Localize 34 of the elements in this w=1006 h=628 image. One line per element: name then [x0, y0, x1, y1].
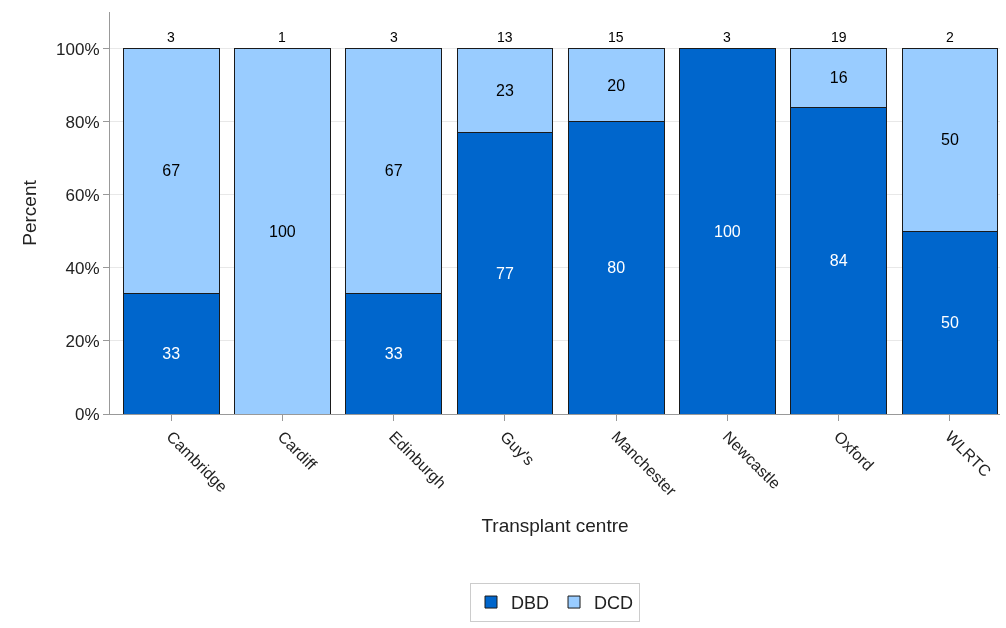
data-label: 33 — [384, 345, 403, 363]
x-axis-title: Transplant centre — [481, 515, 629, 537]
bar — [234, 48, 331, 414]
y-tick-label: 0% — [75, 404, 100, 424]
annotation: 13 — [497, 29, 513, 45]
data-label: 20 — [607, 76, 626, 94]
annotation: 2 — [946, 29, 954, 45]
annotation: 15 — [608, 29, 624, 45]
data-label: 77 — [495, 264, 514, 282]
data-label: 100 — [714, 222, 741, 240]
bar — [679, 48, 776, 414]
annotation: 1 — [278, 29, 286, 45]
annotation: 3 — [723, 29, 731, 45]
y-axis-title: Percent — [18, 179, 40, 246]
data-label: 33 — [162, 345, 181, 363]
data-label: 23 — [495, 82, 514, 100]
data-label: 80 — [607, 259, 626, 277]
data-label: 67 — [162, 162, 181, 180]
y-tick-label: 60% — [65, 185, 100, 205]
y-tick-label: 40% — [65, 258, 100, 278]
legend-label: DBD — [511, 593, 550, 614]
annotation: 3 — [167, 29, 175, 45]
data-label: 50 — [940, 131, 959, 149]
y-tick-label: 100% — [56, 39, 100, 59]
legend-label: DCD — [594, 593, 634, 614]
data-label: 84 — [829, 252, 848, 270]
y-tick-label: 80% — [65, 112, 100, 132]
annotation: 3 — [390, 29, 398, 45]
data-label: 100 — [269, 222, 296, 240]
data-label: 67 — [384, 162, 403, 180]
data-label: 50 — [940, 314, 959, 332]
data-label: 16 — [829, 69, 848, 87]
y-tick-label: 20% — [65, 331, 100, 351]
annotation: 19 — [831, 29, 847, 45]
